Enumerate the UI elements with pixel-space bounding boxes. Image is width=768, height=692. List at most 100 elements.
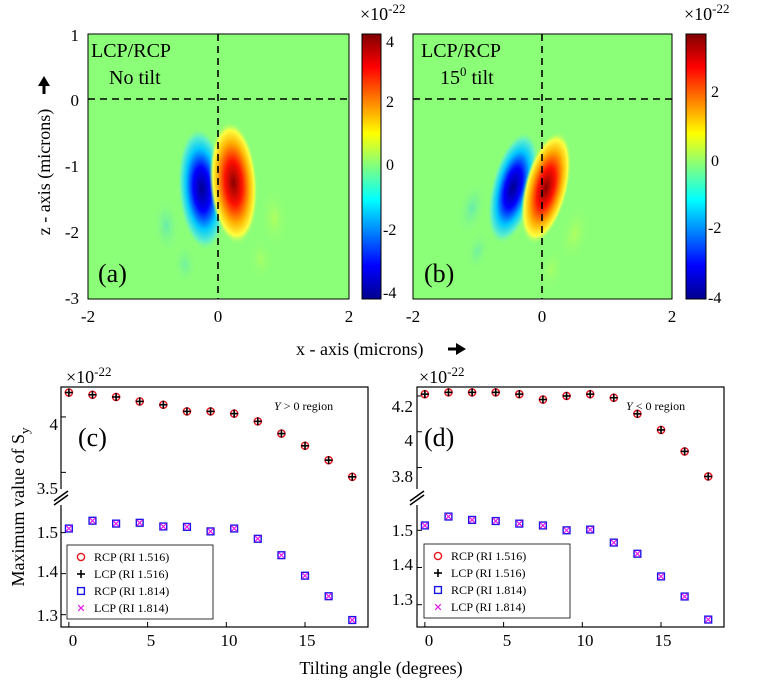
data-point (680, 592, 689, 601)
data-point (136, 519, 143, 526)
legend-marker (77, 570, 85, 578)
data-point (515, 390, 524, 399)
data-point (64, 388, 73, 397)
data-point (135, 397, 144, 406)
heatmap-b-field (456, 131, 591, 292)
data-point (206, 527, 215, 536)
scatter-c: ×10-22 (c) Y > 0 region 4 3.5 1.5 1.4 1.… (37, 364, 369, 650)
data-point (609, 393, 618, 402)
legend-markers (433, 551, 443, 611)
heatmap-a: LCP/RCP No tilt (a) 1 0 -1 -2 -3 -2 0 2 … (65, 1, 406, 326)
data-point (610, 539, 618, 546)
legend-label: RCP (RI 1.516) (94, 550, 169, 564)
xtick-label: 2 (668, 307, 677, 326)
data-point (277, 429, 286, 438)
data-point (182, 407, 191, 416)
scatter-d-xticks: 0 5 10 15 (425, 631, 672, 650)
data-point (468, 388, 477, 397)
data-point (159, 522, 168, 531)
data-point (301, 572, 309, 579)
xtick-label: 0 (538, 307, 547, 326)
data-point (468, 515, 477, 525)
data-point (421, 522, 429, 529)
data-point (301, 441, 310, 450)
xtick-label: 10 (577, 631, 594, 650)
colorbar-b-ticks: 2 0 -2 -4 (708, 84, 721, 307)
colorbar-b-exponent: ×10-22 (684, 1, 730, 24)
xtick-label: -2 (81, 307, 95, 326)
data-point (420, 390, 429, 399)
data-point (633, 549, 642, 558)
heatmap-a-panel-label: (a) (98, 259, 127, 288)
data-point (324, 456, 333, 465)
xtick-label: -2 (406, 307, 420, 326)
data-point (183, 523, 191, 531)
data-point (515, 519, 524, 528)
ytick-label: 1.4 (392, 555, 414, 574)
top-xlabel-text: x - axis (microns) (296, 339, 423, 360)
data-point (182, 522, 192, 531)
scatter-c-region: Y > 0 region (274, 399, 333, 413)
data-point (325, 592, 332, 600)
top-ylabel-text: z - axis (microns) (34, 109, 55, 235)
top-xlabel-arrow (448, 343, 466, 355)
data-point (609, 538, 618, 547)
data-point (705, 616, 712, 623)
bottom-xlabel: Tilting angle (degrees) (299, 658, 462, 679)
ytick-label: 1.5 (392, 521, 413, 540)
xtick-label: 0 (214, 307, 223, 326)
data-point (206, 407, 215, 416)
data-point (253, 417, 262, 426)
data-point (324, 592, 333, 601)
heatmap-a-title-line2: No tilt (109, 67, 161, 89)
legend-label: LCP (RI 1.814) (94, 601, 169, 615)
scatter-d-points (417, 388, 713, 627)
heatmap-b-xticks: -2 0 2 (406, 307, 676, 326)
scatter-d: ×10-22 (d) Y < 0 region 4.2 4 3.8 1.5 1.… (392, 364, 725, 650)
ytick-label: -3 (65, 289, 79, 308)
legend-marker (433, 551, 443, 561)
heatmap-b-title-line2: 150 tilt (440, 64, 494, 89)
colorbar-tick: 2 (386, 94, 394, 111)
legend-label: RCP (RI 1.814) (94, 584, 169, 598)
scatter-d-exponent: ×10-22 (419, 364, 465, 387)
data-point (704, 472, 713, 481)
colorbar-b (685, 33, 707, 300)
scatter-d-panel-label: (d) (424, 423, 454, 452)
ytick-label: 1.5 (37, 523, 58, 542)
data-point (704, 615, 713, 624)
ytick-label: 1 (71, 26, 80, 45)
colorbar-tick: -4 (383, 285, 396, 302)
data-point (230, 409, 239, 418)
data-point (657, 425, 666, 434)
data-point (160, 523, 167, 530)
data-point (516, 520, 523, 527)
colorbar-tick: -4 (708, 290, 721, 307)
top-ylabel: z - axis (microns) (34, 76, 55, 235)
data-point (586, 390, 595, 399)
xtick-label: 15 (655, 631, 672, 650)
scatter-c-yticks: 4 3.5 1.5 1.4 1.3 (37, 415, 59, 625)
data-point (680, 447, 689, 456)
data-point (444, 388, 453, 397)
legend-label: RCP (RI 1.814) (451, 583, 526, 597)
data-point (492, 517, 499, 525)
xtick-label: 0 (69, 631, 78, 650)
ytick-label: 4 (50, 415, 59, 434)
data-point (230, 525, 238, 532)
xtick-label: 10 (221, 631, 238, 650)
legend-marker (433, 585, 443, 595)
data-point (89, 517, 96, 524)
data-point (254, 535, 262, 543)
bottom-ylabel: Maximum value of Sy (8, 427, 32, 586)
heatmap-b-panel-label: (b) (424, 259, 454, 288)
data-point (468, 516, 476, 524)
xtick-label: 5 (503, 631, 512, 650)
data-point (538, 521, 548, 530)
data-point (586, 525, 595, 534)
legend-marker (434, 569, 442, 577)
scatter-c-legend: RCP (RI 1.516) LCP (RI 1.516) RCP (RI 1.… (66, 544, 214, 620)
data-point (88, 516, 97, 525)
data-point (656, 572, 666, 581)
heatmap-a-xticks: -2 0 2 (81, 307, 353, 326)
